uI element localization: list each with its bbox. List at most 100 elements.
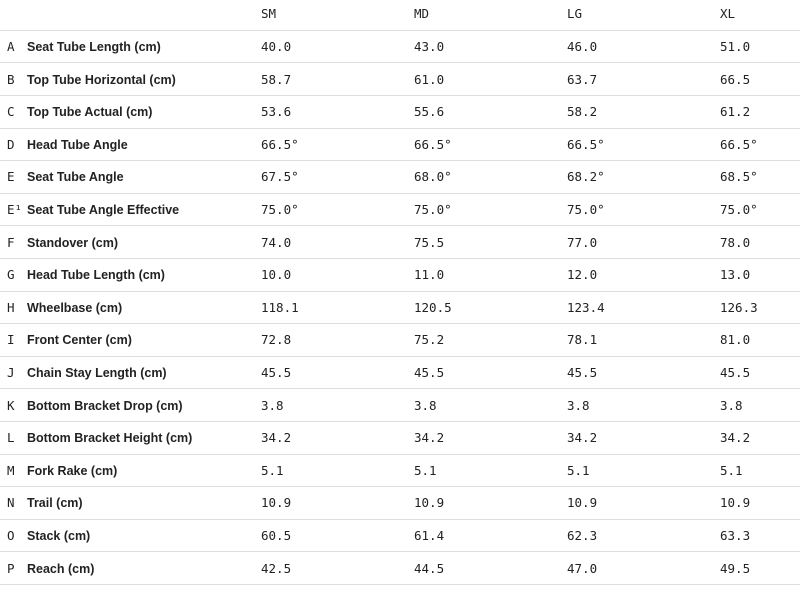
row-letter: C bbox=[7, 104, 15, 120]
row-letter: N bbox=[7, 495, 15, 511]
row-letter: F bbox=[7, 234, 15, 250]
value: 66.5° bbox=[414, 136, 452, 152]
value: 126.3 bbox=[720, 299, 758, 315]
value: 5.1 bbox=[261, 462, 284, 478]
value: 62.3 bbox=[567, 528, 598, 543]
value: 47.0 bbox=[567, 560, 598, 576]
value: 10.9 bbox=[261, 495, 292, 511]
value: 66.5° bbox=[261, 136, 299, 152]
row-divider bbox=[0, 62, 800, 64]
row-letter: B bbox=[7, 71, 15, 87]
value: 12.0 bbox=[567, 267, 598, 283]
value: 10.0 bbox=[261, 267, 292, 283]
row-divider bbox=[0, 225, 800, 227]
row-letter: M bbox=[7, 462, 15, 478]
value: 34.2 bbox=[261, 430, 292, 446]
column-header: LG bbox=[567, 6, 583, 21]
value: 66.5° bbox=[567, 136, 605, 152]
value: 51.0 bbox=[720, 39, 751, 54]
value: 60.5 bbox=[261, 528, 292, 543]
value: 75.0° bbox=[720, 202, 758, 217]
value: 78.1 bbox=[567, 332, 598, 348]
column-header: MD bbox=[414, 6, 430, 21]
value: 11.0 bbox=[414, 267, 445, 283]
value: 3.8 bbox=[261, 397, 284, 413]
column-header: SM bbox=[261, 6, 277, 21]
row-divider bbox=[0, 388, 800, 390]
value: 5.1 bbox=[720, 462, 743, 478]
row-letter: E bbox=[7, 169, 15, 185]
value: 10.9 bbox=[414, 495, 445, 511]
value: 5.1 bbox=[567, 462, 590, 478]
value: 66.5 bbox=[720, 71, 751, 87]
row-label: Wheelbase (cm) bbox=[27, 300, 123, 315]
row-divider bbox=[0, 518, 800, 520]
value: 3.8 bbox=[567, 397, 590, 413]
value: 75.0° bbox=[261, 202, 299, 217]
value: 58.7 bbox=[261, 71, 292, 87]
row-divider bbox=[0, 257, 800, 259]
value: 123.4 bbox=[567, 299, 605, 315]
value: 45.5 bbox=[567, 365, 598, 380]
value: 75.2 bbox=[414, 332, 445, 348]
value: 74.0 bbox=[261, 234, 292, 250]
row-letter: A bbox=[7, 39, 15, 54]
row-divider bbox=[0, 420, 800, 422]
value: 40.0 bbox=[261, 39, 292, 54]
value: 75.0° bbox=[414, 202, 452, 217]
value: 10.9 bbox=[567, 495, 598, 511]
value: 66.5° bbox=[720, 136, 758, 152]
value: 34.2 bbox=[567, 430, 598, 446]
value: 61.0 bbox=[414, 71, 445, 87]
value: 34.2 bbox=[414, 430, 445, 446]
value: 42.5 bbox=[261, 560, 292, 576]
row-label: Seat Tube Angle Effective bbox=[27, 203, 180, 217]
row-label: Seat Tube Length (cm) bbox=[27, 40, 161, 54]
value: 45.5 bbox=[414, 365, 445, 380]
value: 75.0° bbox=[567, 202, 605, 217]
value: 45.5 bbox=[720, 365, 751, 380]
row-divider bbox=[0, 486, 800, 488]
row-label: Trail (cm) bbox=[27, 496, 83, 511]
value: 34.2 bbox=[720, 430, 751, 446]
value: 46.0 bbox=[567, 39, 598, 54]
value: 55.6 bbox=[414, 104, 445, 120]
value: 78.0 bbox=[720, 234, 751, 250]
value: 61.2 bbox=[720, 104, 751, 120]
value: 13.0 bbox=[720, 267, 751, 283]
value: 63.3 bbox=[720, 528, 751, 543]
value: 68.2° bbox=[567, 169, 605, 185]
row-label: Head Tube Length (cm) bbox=[27, 268, 165, 283]
row-letter: I bbox=[7, 332, 15, 348]
row-label: Bottom Bracket Drop (cm) bbox=[27, 398, 183, 413]
value: 3.8 bbox=[414, 397, 437, 413]
row-divider bbox=[0, 94, 800, 96]
value: 53.6 bbox=[261, 104, 292, 120]
row-divider bbox=[0, 160, 800, 162]
row-label: Standover (cm) bbox=[27, 235, 118, 250]
row-letter: G bbox=[7, 267, 15, 283]
row-label: Fork Rake (cm) bbox=[27, 463, 118, 478]
value: 44.5 bbox=[414, 560, 445, 576]
row-divider bbox=[0, 583, 800, 585]
value: 43.0 bbox=[414, 39, 445, 54]
row-label: Chain Stay Length (cm) bbox=[27, 366, 167, 380]
row-letter: E¹ bbox=[7, 202, 23, 217]
row-letter: J bbox=[7, 365, 15, 380]
value: 45.5 bbox=[261, 365, 292, 380]
row-label: Front Center (cm) bbox=[27, 333, 132, 348]
value: 75.5 bbox=[414, 234, 445, 250]
row-divider bbox=[0, 453, 800, 455]
header-divider bbox=[0, 29, 800, 31]
row-label: Top Tube Horizontal (cm) bbox=[27, 72, 176, 87]
row-letter: L bbox=[7, 430, 15, 446]
value: 81.0 bbox=[720, 332, 751, 348]
value: 10.9 bbox=[720, 495, 751, 511]
row-label: Bottom Bracket Height (cm) bbox=[27, 431, 193, 446]
row-divider bbox=[0, 551, 800, 553]
row-label: Top Tube Actual (cm) bbox=[27, 105, 153, 120]
row-letter: K bbox=[7, 397, 15, 413]
row-divider bbox=[0, 192, 800, 194]
value: 61.4 bbox=[414, 528, 445, 543]
value: 118.1 bbox=[261, 299, 299, 315]
